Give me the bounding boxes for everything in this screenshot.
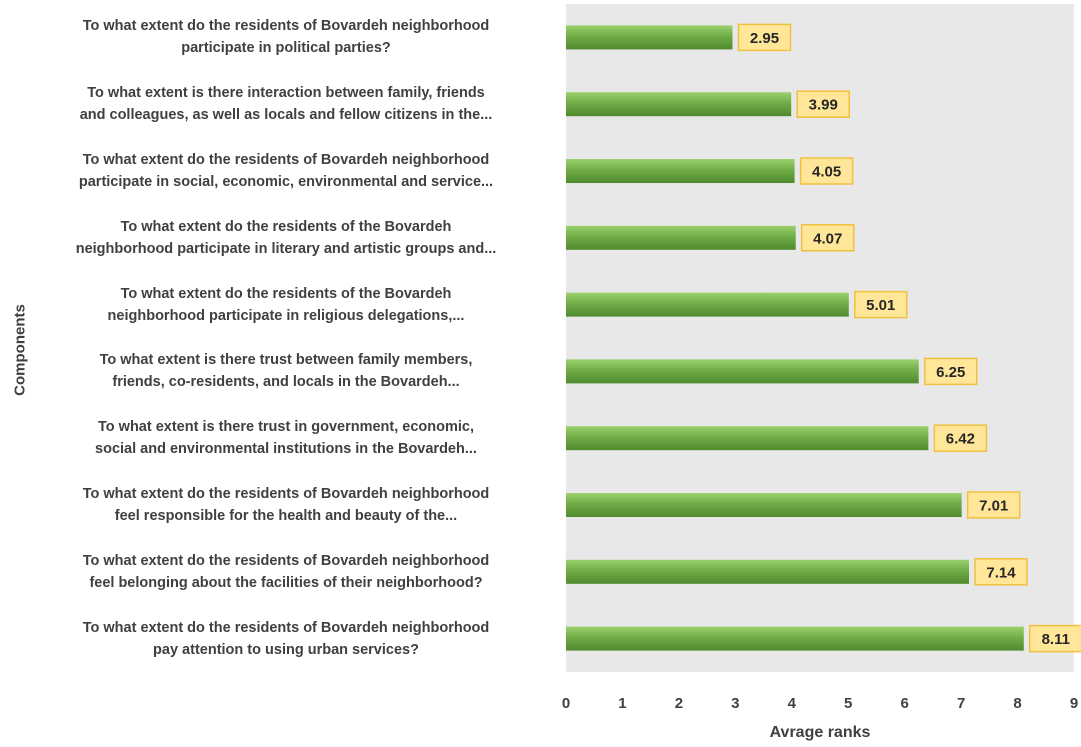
bar	[566, 92, 792, 117]
category-label-line: neighborhood participate in literary and…	[75, 240, 497, 257]
data-label: 7.14	[986, 564, 1016, 581]
category-label: To what extent do the residents of Bovar…	[26, 550, 546, 594]
category-label-line: To what extent is there interaction betw…	[87, 85, 485, 102]
bar	[566, 292, 849, 317]
category-label: To what extent do the residents of Bovar…	[26, 483, 546, 527]
x-tick-label: 7	[957, 695, 965, 712]
data-label: 5.01	[866, 297, 895, 314]
x-tick-label: 5	[844, 695, 852, 712]
category-label: To what extent is there interaction betw…	[26, 82, 546, 126]
category-label-line: social and environmental institutions in…	[95, 441, 477, 458]
x-tick-label: 2	[675, 695, 683, 712]
data-label-box	[796, 90, 850, 118]
category-label-line: participate in political parties?	[181, 40, 391, 57]
category-label-line: and colleagues, as well as locals and fe…	[79, 107, 493, 124]
data-label: 3.99	[809, 97, 838, 114]
data-label: 2.95	[750, 30, 779, 47]
data-label-box	[800, 224, 855, 252]
x-tick-label: 0	[562, 695, 570, 712]
bar	[566, 493, 962, 517]
category-label: To what extent do the residents of Bovar…	[26, 15, 546, 59]
category-label: To what extent is there trust in governm…	[26, 416, 546, 460]
category-label-line: To what extent do the residents of Bovar…	[82, 619, 490, 636]
category-label-line: To what extent do the residents of Bovar…	[82, 552, 490, 569]
x-tick-label: 3	[731, 695, 739, 712]
category-label-line: To what extent do the residents of Bovar…	[82, 18, 490, 35]
bar	[566, 559, 970, 584]
category-label-line: To what extent do the residents of Bovar…	[82, 486, 490, 502]
data-label-box	[737, 23, 792, 52]
category-label-line: feel belonging about the facilities of t…	[89, 574, 483, 591]
category-label-line: feel responsible for the health and beau…	[114, 508, 458, 524]
bar	[566, 426, 929, 451]
category-label-line: To what extent is there trust in governm…	[98, 419, 474, 436]
category-label: To what extent do the residents of Bovar…	[26, 617, 546, 661]
category-label: To what extent do the residents of the B…	[26, 216, 546, 260]
data-label-box	[799, 157, 854, 185]
category-label: To what extent is there trust between fa…	[26, 349, 546, 393]
data-label-box	[966, 491, 1021, 519]
category-label-line: pay attention to using urban services?	[153, 641, 419, 658]
data-label: 6.25	[936, 364, 965, 381]
bar	[566, 159, 795, 183]
x-tick-label: 8	[1013, 695, 1021, 712]
x-axis-title: Avrage ranks	[769, 724, 871, 741]
data-label: 4.05	[812, 164, 841, 181]
bar	[566, 25, 733, 50]
data-label: 6.42	[946, 431, 975, 448]
category-label-line: neighborhood participate in religious de…	[107, 307, 465, 324]
category-label: To what extent do the residents of Bovar…	[26, 149, 546, 193]
category-label-line: To what extent do the residents of Bovar…	[82, 152, 490, 168]
data-label-box	[924, 357, 978, 386]
category-label-line: To what extent do the residents of the B…	[120, 218, 452, 235]
bar	[566, 626, 1024, 651]
data-label: 7.01	[979, 498, 1008, 515]
category-label: To what extent do the residents of the B…	[26, 283, 546, 327]
data-label-box	[854, 290, 908, 319]
category-label-line: friends, co-residents, and locals in the…	[112, 374, 460, 391]
data-label-box	[1029, 624, 1081, 653]
x-tick-label: 1	[618, 695, 626, 712]
category-label-line: To what extent do the residents of the B…	[120, 285, 452, 302]
bar	[566, 225, 796, 250]
category-label-line: To what extent is there trust between fa…	[99, 352, 473, 369]
category-label-line: participate in social, economic, environ…	[78, 174, 494, 190]
data-label: 8.11	[1042, 631, 1070, 648]
data-label-box	[933, 424, 988, 452]
x-tick-label: 4	[788, 695, 797, 712]
data-label-box	[974, 558, 1028, 586]
x-tick-label: 9	[1070, 695, 1078, 712]
x-tick-label: 6	[900, 695, 908, 712]
data-label: 4.07	[813, 230, 842, 247]
bar	[566, 359, 919, 384]
